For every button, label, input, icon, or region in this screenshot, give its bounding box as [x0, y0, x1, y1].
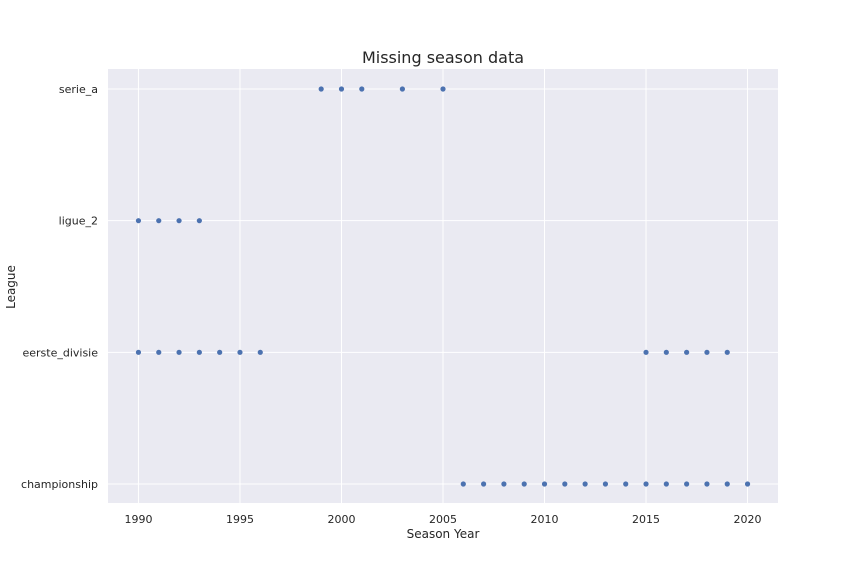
x-tick-label: 2015	[632, 513, 660, 526]
data-point	[521, 481, 527, 487]
x-tick-label: 2005	[429, 513, 457, 526]
data-point	[663, 481, 669, 487]
data-point	[196, 349, 202, 355]
data-point	[684, 481, 690, 487]
data-points	[135, 86, 751, 487]
data-point	[623, 481, 629, 487]
data-point	[663, 349, 669, 355]
y-tick-label: championship	[21, 478, 98, 491]
data-point	[704, 349, 710, 355]
data-point	[684, 349, 690, 355]
data-point	[643, 481, 649, 487]
data-point	[318, 86, 324, 92]
data-point	[135, 218, 142, 224]
x-tick-labels: 1990 1995 2000 2005 2010 2015 2020	[124, 513, 761, 526]
data-point	[156, 349, 162, 355]
data-point	[338, 86, 345, 92]
data-point	[176, 349, 182, 355]
data-point	[156, 218, 162, 224]
y-tick-label: serie_a	[59, 83, 98, 96]
data-point	[217, 349, 223, 355]
data-point	[562, 481, 568, 487]
y-axis-label: League	[4, 265, 18, 309]
data-point	[541, 481, 548, 487]
y-tick-label: ligue_2	[59, 215, 98, 228]
data-point	[237, 349, 243, 355]
data-point	[460, 481, 466, 487]
x-tick-label: 2000	[327, 513, 355, 526]
data-point	[643, 349, 649, 355]
chart-title: Missing season data	[362, 48, 524, 67]
data-point	[602, 481, 609, 487]
x-tick-label: 1990	[124, 513, 152, 526]
x-tick-label: 1995	[226, 513, 254, 526]
data-point	[176, 218, 182, 224]
x-tick-label: 2010	[531, 513, 559, 526]
data-point	[399, 86, 405, 92]
data-point	[135, 349, 142, 355]
y-tick-label: eerste_divisie	[22, 346, 98, 359]
data-point	[440, 86, 446, 92]
data-point	[196, 218, 202, 224]
data-point	[501, 481, 507, 487]
x-tick-label: 2020	[734, 513, 762, 526]
x-axis-label: Season Year	[407, 527, 480, 541]
y-tick-labels: championship eerste_divisie ligue_2 serie_a	[21, 83, 98, 491]
data-point	[724, 349, 730, 355]
data-point	[744, 481, 751, 487]
data-point	[359, 86, 365, 92]
data-point	[582, 481, 588, 487]
data-point	[481, 481, 487, 487]
data-point	[704, 481, 710, 487]
data-point	[724, 481, 730, 487]
data-point	[257, 349, 263, 355]
